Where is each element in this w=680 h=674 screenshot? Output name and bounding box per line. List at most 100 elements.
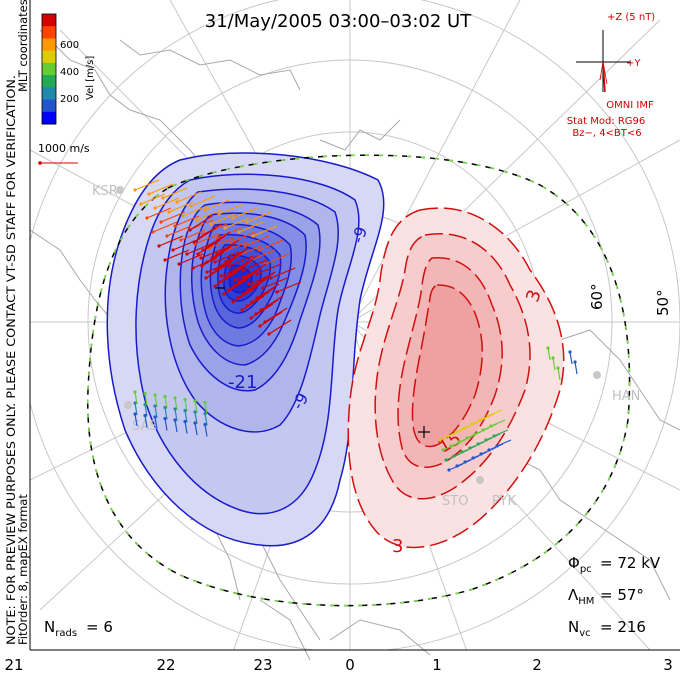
color-bar-swatch	[42, 26, 56, 39]
vector-origin	[486, 414, 490, 418]
vector-origin	[173, 418, 177, 422]
vector-origin	[241, 268, 245, 272]
vector-origin	[231, 216, 235, 220]
vector-origin	[157, 244, 161, 248]
imf-source-label: OMNI IMF	[606, 100, 654, 111]
vector-origin	[215, 252, 219, 256]
imf-y-label: +Y	[626, 58, 641, 69]
vector-origin	[153, 393, 157, 397]
vector-origin	[143, 413, 147, 418]
vector-origin	[193, 410, 197, 414]
vector-origin	[471, 456, 475, 460]
vector-origin	[247, 282, 251, 286]
vector-origin	[217, 212, 221, 216]
vector-origin	[462, 426, 466, 430]
velocity-vector	[144, 404, 148, 417]
velocity-vector	[189, 215, 213, 231]
vector-origin	[546, 346, 550, 350]
vector-origin	[231, 300, 235, 304]
vector-origin	[470, 422, 474, 426]
vector-origin	[224, 260, 228, 264]
vector-origin	[551, 356, 555, 360]
color-bar-swatch	[42, 14, 56, 27]
vector-origin	[213, 284, 217, 288]
velocity-vector	[166, 225, 192, 237]
vector-origin	[179, 238, 183, 242]
vector-origin	[189, 204, 193, 208]
vector-origin	[199, 256, 203, 260]
imf-condition-label: Bz−, 4<BT<6	[572, 128, 641, 139]
mlt-axis: 21 22 23 0 1 2 3	[4, 656, 672, 674]
velocity-vector	[204, 424, 208, 437]
velocity-vector	[557, 367, 561, 381]
vector-origin	[449, 444, 453, 448]
vector-origin	[573, 360, 577, 364]
vector-origin	[245, 220, 249, 224]
vector-origin	[478, 418, 482, 422]
velocity-vector	[144, 415, 148, 428]
negative-convection-cell	[106, 152, 385, 547]
vector-origin	[161, 196, 165, 200]
mlt-label-23: 23	[253, 656, 272, 674]
vector-origin	[444, 458, 448, 462]
velocity-vector	[152, 221, 178, 233]
vector-origin	[173, 224, 177, 228]
vector-origin	[165, 234, 169, 238]
vector-origin	[153, 404, 157, 408]
map-statistics: Φpc = 72 kV ΛHM = 57° Nvc = 216 Nrads = …	[44, 554, 661, 639]
vector-origin	[261, 286, 265, 290]
velocity-vector	[255, 299, 279, 315]
velocity-vector	[487, 409, 503, 417]
phi-pc-symbol: Φpc	[568, 554, 592, 575]
velocity-vector	[493, 429, 509, 437]
velocity-vector	[176, 191, 202, 203]
velocity-vector	[200, 247, 226, 259]
vector-origin	[267, 332, 271, 336]
vector-origin	[487, 448, 491, 452]
velocity-vector	[229, 259, 253, 275]
vector-origin	[228, 272, 232, 276]
vector-origin	[203, 411, 207, 416]
vector-origin	[254, 312, 258, 316]
mlt-label-3: 3	[663, 656, 673, 674]
velocity-vector	[243, 263, 267, 279]
radar-label-pyk: PYK	[492, 494, 516, 509]
vector-origin	[438, 438, 442, 442]
velocity-vector	[180, 229, 206, 241]
velocity-vector	[204, 413, 208, 426]
vector-origin	[468, 446, 472, 450]
vector-origin	[223, 226, 227, 230]
vector-origin	[151, 230, 155, 234]
vector-origin	[246, 288, 250, 292]
vector-origin	[153, 206, 157, 210]
vector-origin	[209, 222, 213, 226]
vector-origin	[210, 256, 214, 260]
vector-origin	[147, 192, 151, 196]
vector-origin	[133, 188, 137, 192]
positive-convection-cell	[347, 207, 565, 549]
color-bar-swatch	[42, 99, 56, 113]
color-bar-swatch	[42, 50, 56, 64]
vector-origin	[173, 396, 177, 400]
contour-label: -21	[228, 372, 257, 393]
velocity-vector	[256, 263, 282, 275]
velocity-vector	[252, 225, 278, 237]
vector-origin	[250, 300, 254, 304]
mlt-label-22: 22	[156, 656, 175, 674]
vector-origin	[200, 264, 204, 268]
velocity-color-scale: 600 400 200 Vel [m/s] 1000 m/s	[38, 13, 96, 165]
vector-origin	[215, 236, 219, 240]
velocity-vectors	[133, 179, 578, 472]
vector-origin	[163, 394, 167, 399]
radar-label-sto: STO	[442, 494, 468, 509]
vector-origin	[454, 430, 458, 434]
vector-origin	[188, 228, 192, 232]
vector-origin	[255, 272, 259, 276]
velocity-vector	[569, 351, 573, 365]
velocity-vector	[252, 271, 276, 287]
vector-origin	[257, 248, 261, 252]
mlt-label-1: 1	[432, 656, 442, 674]
mlt-label-21: 21	[4, 656, 23, 674]
vector-origin	[263, 320, 267, 324]
